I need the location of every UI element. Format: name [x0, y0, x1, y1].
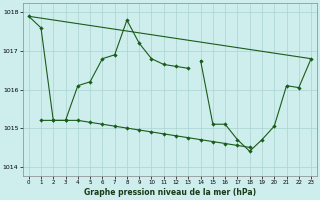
X-axis label: Graphe pression niveau de la mer (hPa): Graphe pression niveau de la mer (hPa) — [84, 188, 256, 197]
